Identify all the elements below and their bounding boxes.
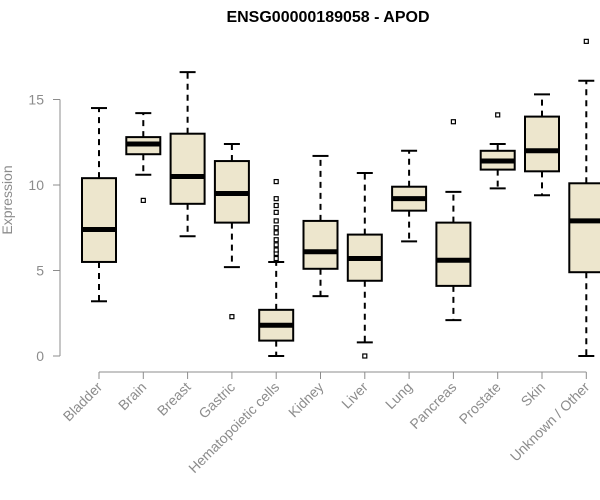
outlier-point: [273, 196, 279, 202]
iqr-box: [302, 219, 339, 270]
outlier-point: [273, 230, 279, 236]
iqr-box: [169, 132, 206, 205]
x-tick-label: Prostate: [456, 379, 504, 427]
outlier-point: [450, 119, 456, 125]
x-tick-label: Unknown / Other: [507, 379, 593, 465]
outlier-point: [273, 218, 279, 224]
outlier-point: [273, 255, 279, 262]
x-tick-label: Brain: [115, 379, 149, 413]
box-unknown-other: [568, 38, 600, 357]
outlier-point: [273, 178, 279, 185]
iqr-box: [435, 221, 472, 287]
outlier-point: [362, 353, 368, 359]
iqr-box: [81, 177, 117, 263]
outlier-point: [273, 247, 279, 253]
chart-title: ENSG00000189058 - APOD: [226, 9, 429, 26]
y-tick-label: 15: [28, 92, 44, 108]
outlier-point: [583, 38, 589, 44]
box-kidney: [302, 154, 339, 298]
x-tick-label: Gastric: [195, 379, 238, 422]
outlier-point: [273, 242, 279, 248]
y-axis-label: Expression: [0, 165, 15, 234]
outlier-point: [495, 112, 501, 118]
x-tick-label: Pancreas: [406, 379, 459, 432]
box-breast: [169, 71, 206, 238]
x-tick-label: Lung: [382, 379, 415, 412]
outlier-point: [229, 314, 235, 320]
outlier-point: [273, 209, 279, 215]
box-bladder: [81, 107, 117, 303]
y-axis: 0 5 10 15: [28, 92, 61, 364]
iqr-box: [524, 115, 560, 173]
outlier-point: [140, 197, 146, 203]
outlier-point: [273, 237, 279, 243]
box-lung: [391, 149, 428, 243]
box-brain: [125, 112, 162, 203]
box-prostate: [479, 112, 516, 190]
y-tick-label: 10: [28, 177, 44, 193]
outlier-point: [273, 202, 279, 209]
box-pancreas: [435, 119, 472, 322]
plot-area: [81, 38, 600, 359]
x-tick-label: Skin: [518, 379, 549, 410]
iqr-box: [568, 182, 600, 274]
box-skin: [524, 93, 560, 197]
x-tick-label: Bladder: [60, 379, 106, 425]
x-tick-label: Kidney: [285, 379, 327, 421]
y-tick-label: 0: [36, 348, 44, 364]
y-tick-label: 5: [36, 263, 44, 279]
outlier-point: [273, 225, 279, 231]
x-tick-label: Breast: [154, 379, 194, 419]
box-liver: [346, 172, 383, 359]
box-hematopoietic-cells: [258, 178, 295, 357]
box-gastric: [213, 142, 250, 320]
x-tick-label: Liver: [338, 379, 371, 412]
